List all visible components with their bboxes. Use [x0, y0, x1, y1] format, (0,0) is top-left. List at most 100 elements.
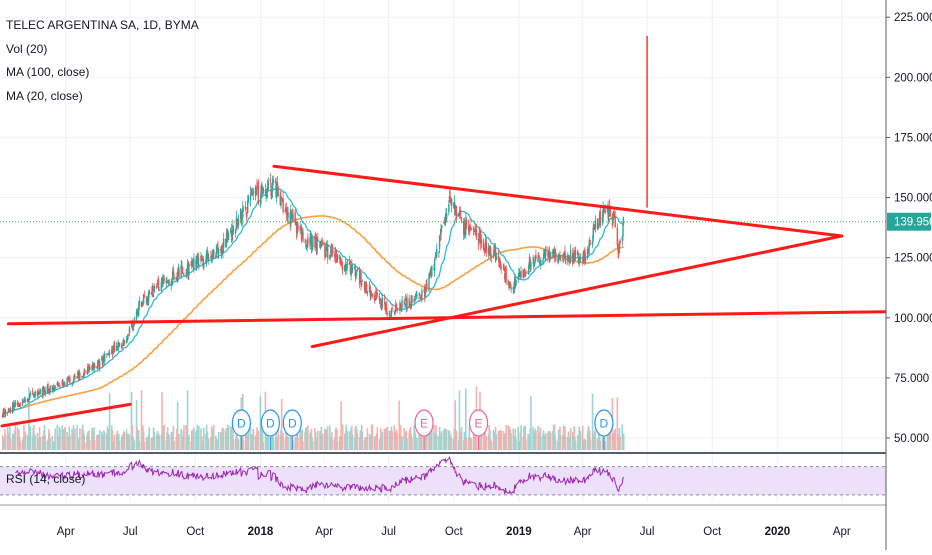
- candle: [261, 185, 264, 196]
- candle: [310, 233, 313, 254]
- volume-bar: [39, 437, 42, 450]
- candle-body: [317, 238, 319, 240]
- candle: [433, 264, 435, 271]
- candle: [398, 308, 400, 311]
- volume-bar: [43, 424, 46, 450]
- volume-bar: [156, 433, 158, 450]
- legend-symbol[interactable]: TELEC ARGENTINA SA, 1D, BYMA: [6, 18, 199, 32]
- volume-bar: [472, 433, 475, 450]
- candle-body: [79, 373, 81, 379]
- volume-bar: [93, 440, 96, 450]
- candle-body: [429, 269, 432, 276]
- candle: [290, 204, 292, 228]
- candle: [574, 246, 577, 261]
- volume-bar: [341, 424, 344, 450]
- candle: [389, 310, 391, 317]
- candle: [360, 269, 362, 291]
- candle-body: [420, 296, 422, 299]
- legend-volume[interactable]: Vol (20): [6, 41, 48, 56]
- candle-body: [196, 258, 198, 270]
- candle-body: [247, 200, 249, 213]
- candle-body: [118, 342, 120, 344]
- volume-bar: [465, 438, 468, 450]
- candle-body: [525, 272, 527, 274]
- candle: [155, 282, 158, 290]
- legend-ma100[interactable]: MA (100, close): [6, 65, 90, 79]
- volume-bar: [562, 435, 564, 450]
- candle-body: [38, 393, 41, 394]
- candle-body: [400, 307, 403, 310]
- candle: [236, 218, 238, 231]
- candle: [458, 212, 460, 218]
- volume-bar: [443, 428, 446, 450]
- candle-body: [43, 389, 46, 393]
- candle: [523, 267, 526, 278]
- candle: [562, 252, 565, 264]
- candle: [339, 254, 341, 265]
- candle-body: [453, 202, 455, 209]
- volume-bar: [280, 398, 283, 450]
- volume-bar: [339, 440, 342, 450]
- volume-bar: [621, 424, 624, 450]
- volume-bar: [57, 435, 60, 450]
- candle-body: [178, 269, 180, 278]
- candle-body: [41, 388, 44, 396]
- candle-body: [450, 199, 453, 207]
- candle-body: [310, 235, 312, 238]
- volume-bar: [505, 424, 507, 450]
- volume-bar: [518, 441, 521, 450]
- candle-body: [28, 394, 31, 400]
- candle-body: [63, 383, 66, 385]
- candle: [176, 268, 179, 284]
- volume-bar: [542, 433, 544, 450]
- candle-body: [455, 209, 457, 215]
- candle: [18, 404, 20, 408]
- candle-body: [385, 303, 388, 312]
- candle: [515, 279, 517, 287]
- candle-body: [326, 246, 328, 248]
- candle-body: [57, 383, 59, 385]
- candle: [514, 274, 517, 289]
- candle: [11, 401, 14, 414]
- candle: [380, 304, 383, 311]
- candle-body: [336, 258, 338, 261]
- candle: [458, 206, 461, 219]
- volume-bar: [28, 426, 31, 450]
- volume-bar: [577, 440, 580, 450]
- volume-bar: [13, 430, 16, 450]
- candle-body: [462, 220, 465, 234]
- legend-rsi[interactable]: RSI (14, close): [6, 472, 86, 486]
- candle-body: [621, 237, 623, 241]
- volume-bar: [281, 438, 284, 450]
- candle-body: [176, 277, 178, 280]
- candle: [499, 257, 501, 269]
- candle-body: [353, 267, 356, 269]
- candle: [46, 384, 49, 394]
- candle: [193, 253, 195, 273]
- candle: [66, 377, 68, 388]
- candle: [341, 258, 343, 269]
- candle: [86, 363, 89, 376]
- candle-body: [393, 311, 395, 313]
- candle: [559, 250, 561, 260]
- candle: [520, 266, 522, 280]
- candle: [190, 260, 192, 267]
- candle: [482, 238, 485, 251]
- y-axis: 225.000200.000175.000150.000125.000100.0…: [886, 12, 932, 445]
- candle: [599, 206, 602, 229]
- volume-bar: [509, 429, 512, 450]
- candle-body: [443, 219, 446, 223]
- candle: [242, 205, 245, 212]
- candle: [191, 258, 194, 267]
- candle-body: [42, 387, 44, 396]
- legend-ma20[interactable]: MA (20, close): [6, 88, 83, 103]
- candle-body: [4, 408, 6, 416]
- candle: [4, 407, 6, 418]
- candle-body: [330, 248, 332, 253]
- volume-bar: [495, 434, 498, 450]
- volume-bar: [237, 439, 240, 450]
- candle: [470, 227, 473, 231]
- candle: [464, 220, 466, 236]
